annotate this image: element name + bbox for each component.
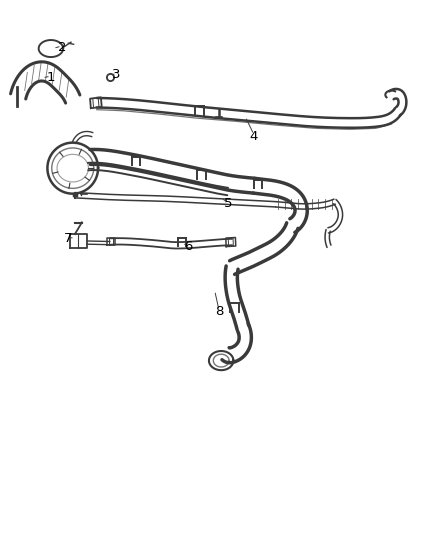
- Text: 5: 5: [223, 197, 232, 211]
- Text: 1: 1: [47, 71, 55, 84]
- Text: 3: 3: [112, 68, 120, 80]
- Text: 4: 4: [250, 130, 258, 143]
- Text: 7: 7: [64, 232, 73, 245]
- Text: 6: 6: [184, 240, 193, 253]
- Text: 2: 2: [57, 41, 66, 54]
- Text: 8: 8: [215, 305, 223, 318]
